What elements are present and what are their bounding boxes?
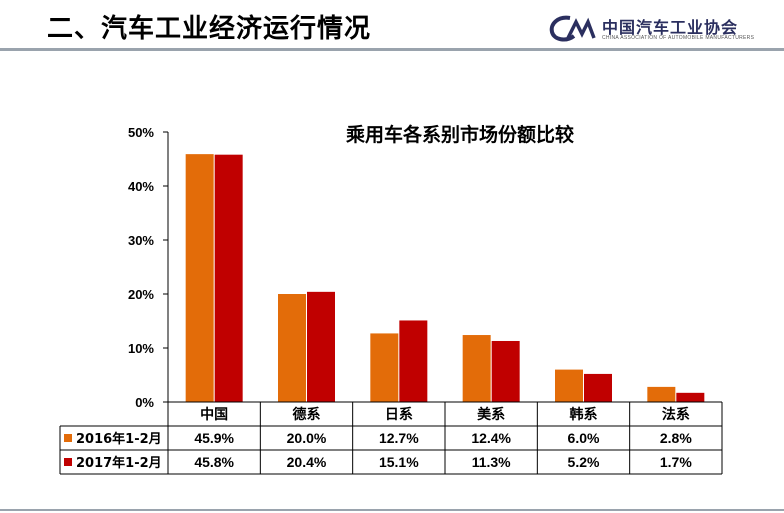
bar <box>462 335 491 402</box>
association-logo: 中国汽车工业协会 CHINA ASSOCIATION OF AUTOMOBILE… <box>548 12 754 46</box>
category-label: 韩系 <box>570 406 598 423</box>
legend-swatch <box>64 434 72 442</box>
association-logo-mark-icon <box>549 15 596 42</box>
bar <box>399 320 428 402</box>
y-tick-label: 50% <box>128 125 154 140</box>
category-label: 德系 <box>293 406 321 423</box>
legend-label: 2017年1-2月 <box>76 455 162 471</box>
data-label: 1.7% <box>660 454 692 470</box>
data-label: 11.3% <box>472 454 511 470</box>
data-label: 12.7% <box>379 430 419 446</box>
category-label: 日系 <box>385 406 413 423</box>
bar <box>584 373 612 402</box>
bar <box>278 294 306 402</box>
legend-label: 2016年1-2月 <box>76 431 162 447</box>
bar <box>185 154 214 402</box>
y-tick-label: 40% <box>128 179 154 194</box>
logo-english-name: CHINA ASSOCIATION OF AUTOMOBILE MANUFACT… <box>602 35 755 41</box>
data-label: 12.4% <box>471 430 511 446</box>
bar <box>491 340 520 402</box>
y-tick-label: 30% <box>128 233 154 248</box>
data-label: 20.4% <box>287 454 327 470</box>
slide-title: 二、汽车工业经济运行情况 <box>47 14 372 44</box>
y-tick-label: 0% <box>135 395 154 410</box>
slide-header: 二、汽车工业经济运行情况 中国汽车工业协会 CHINA ASSOCIATION … <box>0 0 784 51</box>
data-label: 45.9% <box>194 430 234 446</box>
data-label: 5.2% <box>568 454 600 470</box>
category-label: 美系 <box>477 406 505 423</box>
bar <box>555 369 583 402</box>
legend-swatch <box>64 458 72 466</box>
bar <box>647 386 676 402</box>
y-tick-label: 20% <box>128 287 154 302</box>
bar <box>370 333 399 402</box>
category-label: 法系 <box>662 406 690 423</box>
header-rule <box>0 48 784 51</box>
data-label: 20.0% <box>287 430 327 446</box>
bottom-rule <box>0 509 784 511</box>
data-label: 45.8% <box>194 454 234 470</box>
category-label: 中国 <box>200 406 228 423</box>
data-label: 2.8% <box>660 430 692 446</box>
chart-title: 乘用车各系别市场份额比较 <box>345 123 574 146</box>
data-label: 15.1% <box>379 454 419 470</box>
data-label: 6.0% <box>568 430 600 446</box>
bar <box>676 392 705 402</box>
bar <box>307 291 335 402</box>
y-tick-label: 10% <box>128 341 154 356</box>
logo-chinese-name: 中国汽车工业协会 <box>602 18 739 37</box>
bar <box>214 154 243 402</box>
